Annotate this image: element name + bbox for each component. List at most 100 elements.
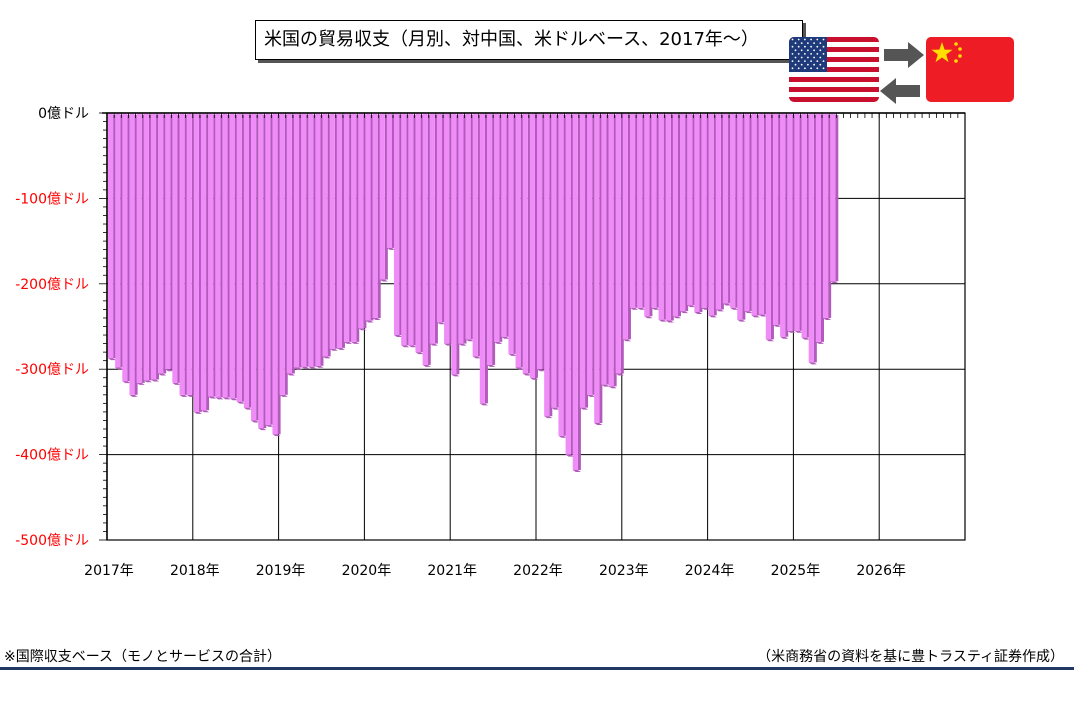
bar bbox=[486, 113, 493, 365]
bar-side bbox=[656, 115, 660, 308]
bar-bottom bbox=[394, 335, 403, 338]
bar bbox=[808, 113, 814, 363]
bar bbox=[637, 113, 643, 308]
bar bbox=[186, 113, 192, 395]
bar-side bbox=[735, 115, 739, 308]
bar-side bbox=[413, 115, 417, 346]
bar-bottom bbox=[479, 403, 488, 406]
bar bbox=[730, 113, 736, 308]
bar-side bbox=[148, 115, 152, 381]
bar bbox=[830, 113, 836, 282]
bar-bottom bbox=[823, 317, 832, 320]
bar-bottom bbox=[658, 319, 667, 322]
bar-side bbox=[191, 115, 195, 395]
bar bbox=[408, 113, 414, 346]
bar-bottom bbox=[343, 341, 353, 344]
footnote-source: （米商務省の資料を基に豊トラスティ証券作成） bbox=[757, 649, 1064, 665]
bar-bottom bbox=[515, 367, 524, 370]
bar bbox=[322, 113, 328, 357]
bar-side bbox=[370, 115, 374, 321]
bar-side bbox=[320, 115, 324, 366]
bar-bottom bbox=[143, 380, 152, 383]
bar bbox=[551, 113, 557, 408]
bar-side bbox=[649, 115, 653, 317]
bar-bottom bbox=[172, 382, 181, 385]
bar bbox=[608, 113, 614, 387]
bar-side bbox=[334, 115, 338, 349]
bar-bottom bbox=[451, 374, 460, 377]
bar bbox=[222, 113, 228, 398]
bar bbox=[651, 113, 657, 308]
bar-bottom bbox=[150, 379, 160, 382]
bar-side bbox=[120, 115, 124, 368]
bar-side bbox=[627, 115, 631, 340]
bar-bottom bbox=[486, 364, 496, 367]
x-tick-label: 2022年 bbox=[513, 563, 563, 579]
bar bbox=[394, 113, 400, 336]
bar bbox=[501, 113, 507, 337]
bar-bottom bbox=[687, 305, 696, 308]
bar bbox=[508, 113, 514, 354]
bar-bottom bbox=[165, 369, 174, 372]
bar-side bbox=[613, 115, 617, 387]
bar bbox=[794, 113, 800, 331]
bar-side bbox=[685, 115, 689, 312]
bar-bottom bbox=[415, 352, 424, 355]
trade-balance-chart: 0億ドル -100億ドル -200億ドル -300億ドル -400億ドル -500億ドル 2… bbox=[15, 106, 966, 579]
bar bbox=[772, 113, 779, 325]
bar-bottom bbox=[715, 309, 724, 312]
bar-bottom bbox=[272, 434, 281, 437]
bar bbox=[801, 113, 807, 338]
bar-bottom bbox=[594, 423, 603, 426]
bar-bottom bbox=[429, 343, 438, 346]
bar-side bbox=[463, 115, 467, 344]
bar-bottom bbox=[336, 347, 345, 350]
bar-bottom bbox=[565, 454, 574, 457]
y-tick-label: -200億ドル bbox=[15, 277, 89, 293]
bar-side bbox=[284, 115, 288, 395]
chart-title: 米国の貿易収支（月別、対中国、米ドルベース、2017年～） bbox=[255, 20, 803, 60]
chart-axes bbox=[99, 112, 966, 541]
bar-bottom bbox=[601, 384, 610, 387]
bar bbox=[451, 113, 457, 375]
bar-side bbox=[820, 115, 824, 342]
bar-bottom bbox=[501, 336, 510, 339]
x-tick-label: 2026年 bbox=[856, 563, 906, 579]
bar-side bbox=[341, 115, 345, 348]
bar bbox=[529, 113, 535, 378]
x-tick-label: 2025年 bbox=[771, 563, 821, 579]
bar-side bbox=[456, 115, 460, 375]
bar-side bbox=[256, 115, 260, 421]
bar bbox=[365, 113, 371, 321]
bar-side bbox=[692, 115, 696, 306]
bar bbox=[236, 113, 242, 402]
bar bbox=[823, 113, 829, 318]
arrow-left-icon bbox=[880, 78, 920, 104]
bar-bottom bbox=[258, 428, 267, 431]
bar-bottom bbox=[808, 362, 817, 365]
bar bbox=[622, 113, 628, 340]
bar-side bbox=[534, 115, 538, 378]
bar bbox=[136, 113, 142, 383]
bar-side bbox=[420, 115, 424, 353]
bar-bottom bbox=[751, 315, 760, 318]
bar-side bbox=[248, 115, 252, 408]
bar-bottom bbox=[529, 377, 538, 380]
bar-bottom bbox=[386, 247, 395, 250]
bar-bottom bbox=[815, 341, 824, 344]
bar-side bbox=[770, 115, 774, 340]
bar-bottom bbox=[329, 348, 338, 351]
bar bbox=[465, 113, 471, 340]
bar bbox=[701, 113, 707, 308]
bar bbox=[587, 113, 593, 395]
bar bbox=[494, 113, 500, 342]
bar bbox=[308, 113, 314, 367]
bar-bottom bbox=[787, 330, 796, 333]
bar bbox=[372, 113, 378, 318]
bar-side bbox=[198, 115, 202, 412]
bar-bottom bbox=[408, 345, 417, 348]
bar bbox=[522, 113, 528, 374]
bar-bottom bbox=[229, 398, 238, 401]
bar bbox=[780, 113, 786, 337]
bar-bottom bbox=[401, 345, 410, 348]
